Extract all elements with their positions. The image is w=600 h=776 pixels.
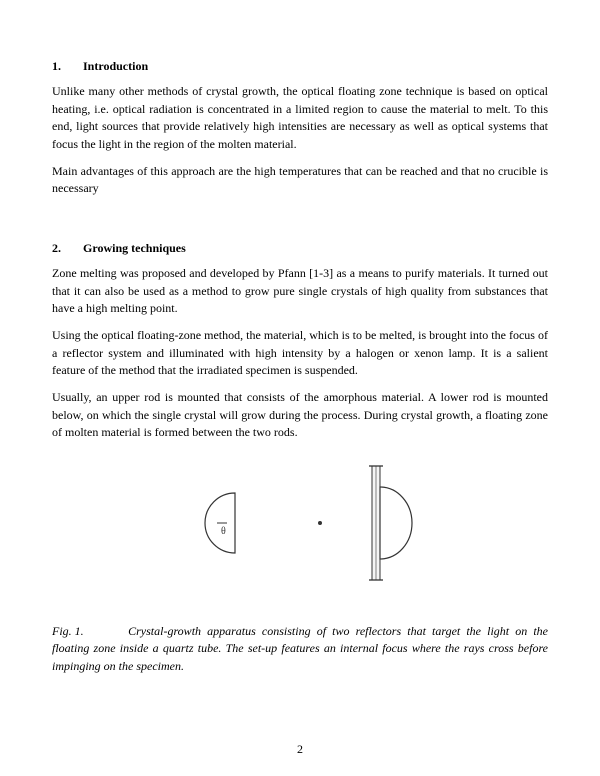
page: 1. Introduction Unlike many other method… <box>0 0 600 776</box>
figure-caption: Fig. 1. Crystal-growth apparatus consist… <box>52 623 548 675</box>
apparatus-diagram: θ <box>170 458 430 588</box>
figure-box: θ <box>168 456 432 595</box>
figure-caption-text: Crystal-growth apparatus consisting of t… <box>52 624 548 673</box>
figure-container: θ <box>52 456 548 595</box>
heading-title: Introduction <box>83 59 148 73</box>
heading-number: 2. <box>52 240 80 257</box>
heading-title: Growing techniques <box>83 241 186 255</box>
tech-paragraph-2: Using the optical floating-zone method, … <box>52 327 548 379</box>
heading-techniques: 2. Growing techniques <box>52 240 548 257</box>
section-gap <box>52 208 548 230</box>
heading-introduction: 1. Introduction <box>52 58 548 75</box>
intro-paragraph-1: Unlike many other methods of crystal gro… <box>52 83 548 153</box>
heading-number: 1. <box>52 58 80 75</box>
tech-paragraph-3: Usually, an upper rod is mounted that co… <box>52 389 548 441</box>
figure-label: Fig. 1. <box>52 623 122 640</box>
tech-paragraph-1: Zone melting was proposed and developed … <box>52 265 548 317</box>
intro-paragraph-2: Main advantages of this approach are the… <box>52 163 548 198</box>
svg-text:θ: θ <box>221 526 226 537</box>
page-number: 2 <box>0 741 600 758</box>
